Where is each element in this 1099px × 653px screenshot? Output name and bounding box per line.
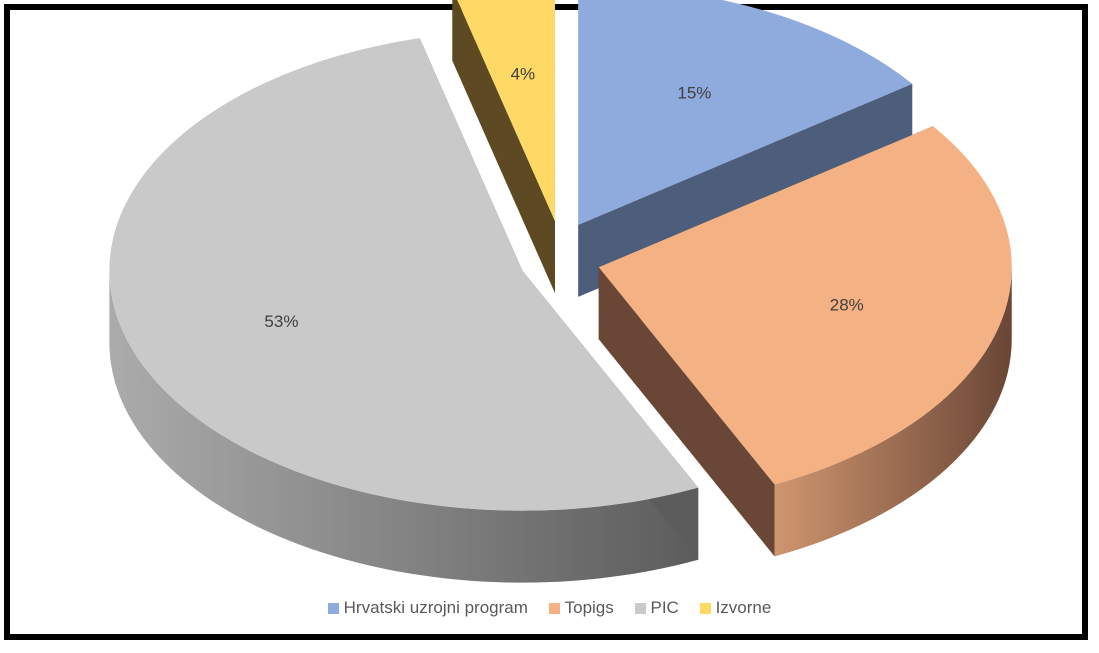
- legend-swatch-hrvatski: [327, 602, 339, 614]
- legend-swatch-izvorne: [699, 602, 711, 614]
- slice-topigs: [598, 126, 1012, 485]
- data-label-topigs: 28%: [830, 295, 864, 314]
- slice-face-topigs-1: [598, 267, 775, 557]
- data-label-pic: 53%: [264, 312, 298, 331]
- legend-swatch-pic: [634, 602, 646, 614]
- slice-wall-topigs: [774, 267, 1012, 557]
- slice-wall-pic: [109, 270, 699, 583]
- data-label-hrvatski: 15%: [677, 83, 711, 102]
- legend-item-izvorne: Izvorne: [699, 598, 772, 618]
- pie-tops: [109, 0, 1012, 511]
- legend-label-pic: PIC: [650, 598, 679, 617]
- data-label-izvorne: 4%: [511, 64, 536, 83]
- legend-item-pic: PIC: [634, 598, 679, 618]
- legend-item-hrvatski: Hrvatski uzrojni program: [327, 598, 528, 618]
- legend-label-hrvatski: Hrvatski uzrojni program: [343, 598, 528, 617]
- legend-label-izvorne: Izvorne: [715, 598, 772, 617]
- slice-pic: [109, 38, 699, 511]
- chart-legend: Hrvatski uzrojni program Topigs PIC Izvo…: [0, 598, 1099, 619]
- pie-labels: 15% 28% 53% 4%: [264, 64, 863, 331]
- legend-label-topigs: Topigs: [564, 598, 614, 617]
- legend-item-topigs: Topigs: [548, 598, 614, 618]
- slice-face-izvorne-0: [452, 0, 555, 294]
- slice-izvorne: [457, 0, 555, 222]
- legend-swatch-topigs: [548, 602, 560, 614]
- slice-hrvatski: [578, 0, 913, 225]
